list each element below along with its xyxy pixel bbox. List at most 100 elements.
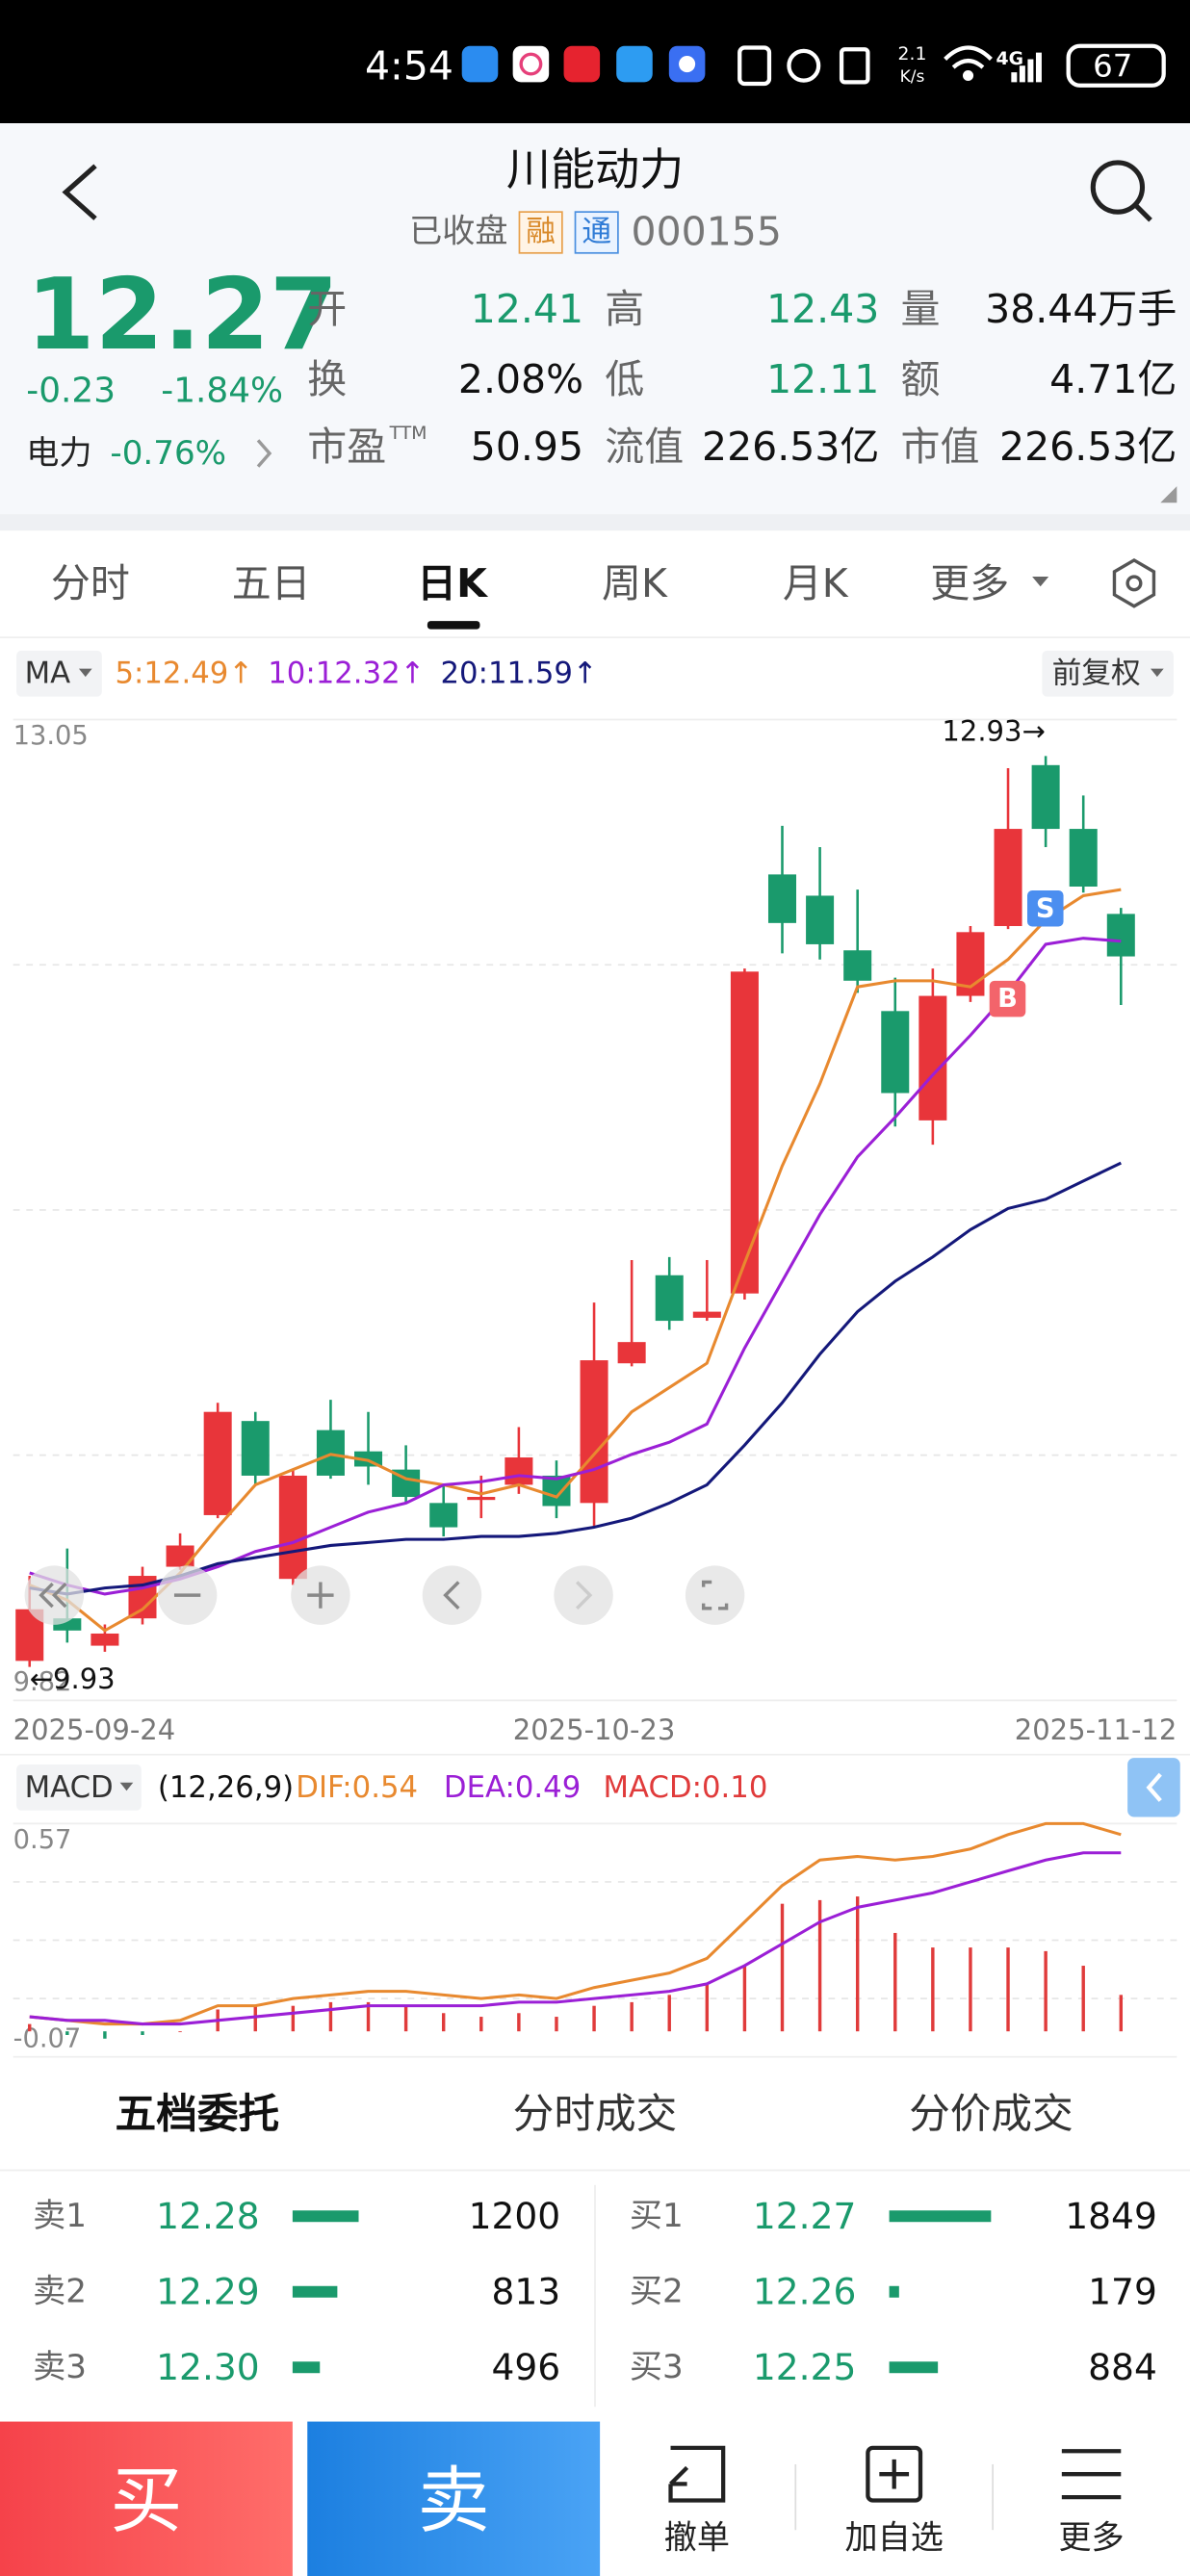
macd-bar (817, 1899, 822, 2032)
field-label: 高 (605, 286, 644, 332)
tab[interactable]: 周K (602, 560, 668, 606)
macd-bar (630, 2001, 634, 2032)
macd-bar (555, 2017, 558, 2032)
macd-params: (12,26,9) (158, 1770, 294, 1805)
macd-legend-item: DIF:0.54 (296, 1770, 418, 1805)
book-volume: 1849 (1065, 2195, 1157, 2237)
macd-legend: DIF:0.54 DEA:0.49 MACD:0.10 (296, 1770, 767, 1805)
sell-button[interactable] (307, 2421, 601, 2576)
order-tab[interactable]: 分时成交 (513, 2090, 678, 2138)
tab[interactable]: 日K (417, 560, 488, 606)
x-tick-label: 2025-11-12 (1015, 1713, 1177, 1746)
search-button[interactable] (1090, 160, 1152, 222)
volume-bar (889, 2285, 899, 2298)
candle-body (1106, 914, 1135, 957)
action-label[interactable]: 加自选 (845, 2519, 944, 2558)
action-label[interactable]: 撤单 (664, 2519, 730, 2558)
macd-bar (1044, 1950, 1048, 2032)
dropdown-arrow (1032, 577, 1049, 587)
macd-bar (855, 1896, 860, 2032)
adjust-selector[interactable] (1042, 650, 1174, 697)
book-price: 12.28 (156, 2195, 260, 2237)
collapse-icon (1146, 1772, 1162, 1802)
candle-body (617, 1342, 646, 1364)
candle-body (806, 895, 835, 944)
field-value: 12.41 (471, 286, 583, 332)
order-tab[interactable]: 分价成交 (909, 2090, 1074, 2138)
macd-bar (28, 2023, 32, 2032)
volume-bar (889, 2210, 992, 2223)
candle-body (467, 1497, 496, 1501)
tab[interactable]: 五日 (232, 560, 311, 606)
stock-code: 000155 (632, 209, 782, 255)
action-label[interactable]: 更多 (1058, 2519, 1124, 2558)
ma-selector[interactable] (16, 650, 102, 697)
ma-legend: 5:12.49↑ 10:12.32↑ 20:11.59↑ (116, 657, 598, 691)
x-tick-label: 2025-10-23 (513, 1713, 676, 1746)
field-value: 12.43 (766, 286, 879, 332)
candle-body (91, 1633, 119, 1646)
order-book: 卖1 12.28 1200 卖2 12.29 813 卖3 12.30 496 买1 12.27 18… (33, 2195, 1157, 2388)
tab[interactable]: 更多 (930, 560, 1009, 606)
macd-bar (893, 1932, 897, 2032)
indicator-selector[interactable] (16, 1764, 142, 1811)
book-label: 买1 (630, 2197, 684, 2235)
cancel-icon[interactable] (668, 2445, 726, 2503)
book-price: 12.27 (753, 2195, 857, 2237)
field-label: 市值 (901, 424, 980, 470)
buy-button[interactable] (0, 2421, 293, 2576)
book-volume: 179 (1088, 2271, 1157, 2313)
price-change-pct: -1.84% (161, 372, 283, 411)
macd-bar (479, 2017, 483, 2032)
buy-marker[interactable] (989, 980, 1026, 1018)
book-price: 12.29 (156, 2271, 260, 2313)
back-button[interactable] (62, 164, 97, 220)
control-button[interactable] (554, 1565, 613, 1625)
sector-link[interactable] (256, 439, 272, 468)
tab[interactable]: 分时 (51, 560, 130, 606)
max-annotation: 12.93→ (942, 714, 1045, 747)
macd-bar (705, 1983, 710, 2032)
y-tick-label: 13.05 (13, 721, 89, 751)
signal-type: 4G (996, 49, 1023, 69)
expand-corner[interactable] (1160, 486, 1177, 503)
macd-legend-item: MACD:0.10 (604, 1770, 768, 1805)
ma-label: MA (25, 657, 71, 691)
candle-body (730, 971, 759, 1294)
candle-body (1069, 829, 1098, 887)
candle-body (166, 1545, 194, 1567)
macd-bar (178, 2031, 182, 2033)
dropdown-arrow (1151, 668, 1164, 678)
more-icon[interactable] (1061, 2449, 1122, 2500)
field-value: 12.11 (766, 356, 879, 402)
macd-bar (1006, 1947, 1010, 2032)
network-unit: K/s (900, 67, 925, 87)
collapse-button[interactable] (1127, 1758, 1180, 1817)
settings-button[interactable] (1112, 557, 1156, 608)
macd-bar (403, 2005, 408, 2032)
field-label: 开 (307, 286, 347, 332)
book-label: 买3 (630, 2348, 684, 2386)
header-bg (0, 122, 1190, 518)
sell-marker[interactable] (1026, 889, 1064, 927)
sector: 电力 (26, 434, 91, 473)
macd-chart: -0.07 0.57 (13, 1821, 1177, 2058)
tab[interactable]: 月K (783, 560, 849, 606)
price-change: -0.23 (26, 372, 116, 411)
macd-bar (366, 2001, 371, 2032)
volume-bar (292, 2210, 359, 2223)
macd-bar (931, 1947, 935, 2032)
line (29, 1161, 1122, 1596)
macd-bar (969, 1947, 972, 2032)
book-price: 12.25 (753, 2346, 857, 2388)
book-volume: 813 (491, 2271, 560, 2313)
control-button[interactable] (422, 1565, 482, 1625)
y-tick-label: -0.07 (13, 2023, 82, 2053)
macd-bar (141, 2031, 144, 2035)
watchlist-icon[interactable] (866, 2445, 923, 2503)
control-button[interactable] (685, 1565, 745, 1625)
order-tab[interactable]: 五档委托 (116, 2090, 280, 2138)
volume-bar (292, 2361, 321, 2374)
